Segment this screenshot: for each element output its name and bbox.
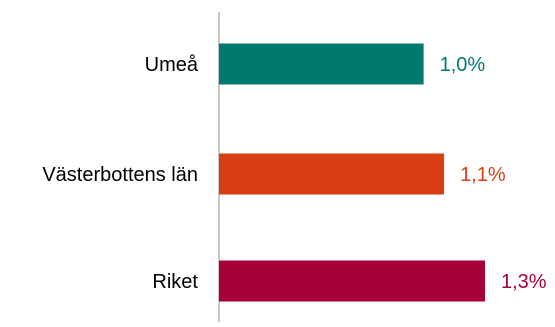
category-labels: Umeå Västerbottens län Riket [42, 54, 199, 293]
value-label-2: 1,1% [460, 164, 506, 186]
category-label-1: Umeå [145, 54, 199, 76]
category-label-2: Västerbottens län [42, 164, 198, 186]
bar-1 [219, 43, 424, 85]
value-label-1: 1,0% [440, 54, 486, 76]
bar-3 [219, 260, 485, 302]
value-labels: 1,0% 1,1% 1,3% [440, 54, 547, 293]
category-label-3: Riket [152, 271, 198, 293]
bars-group [219, 43, 485, 302]
value-label-3: 1,3% [501, 271, 547, 293]
bar-2 [219, 153, 445, 195]
